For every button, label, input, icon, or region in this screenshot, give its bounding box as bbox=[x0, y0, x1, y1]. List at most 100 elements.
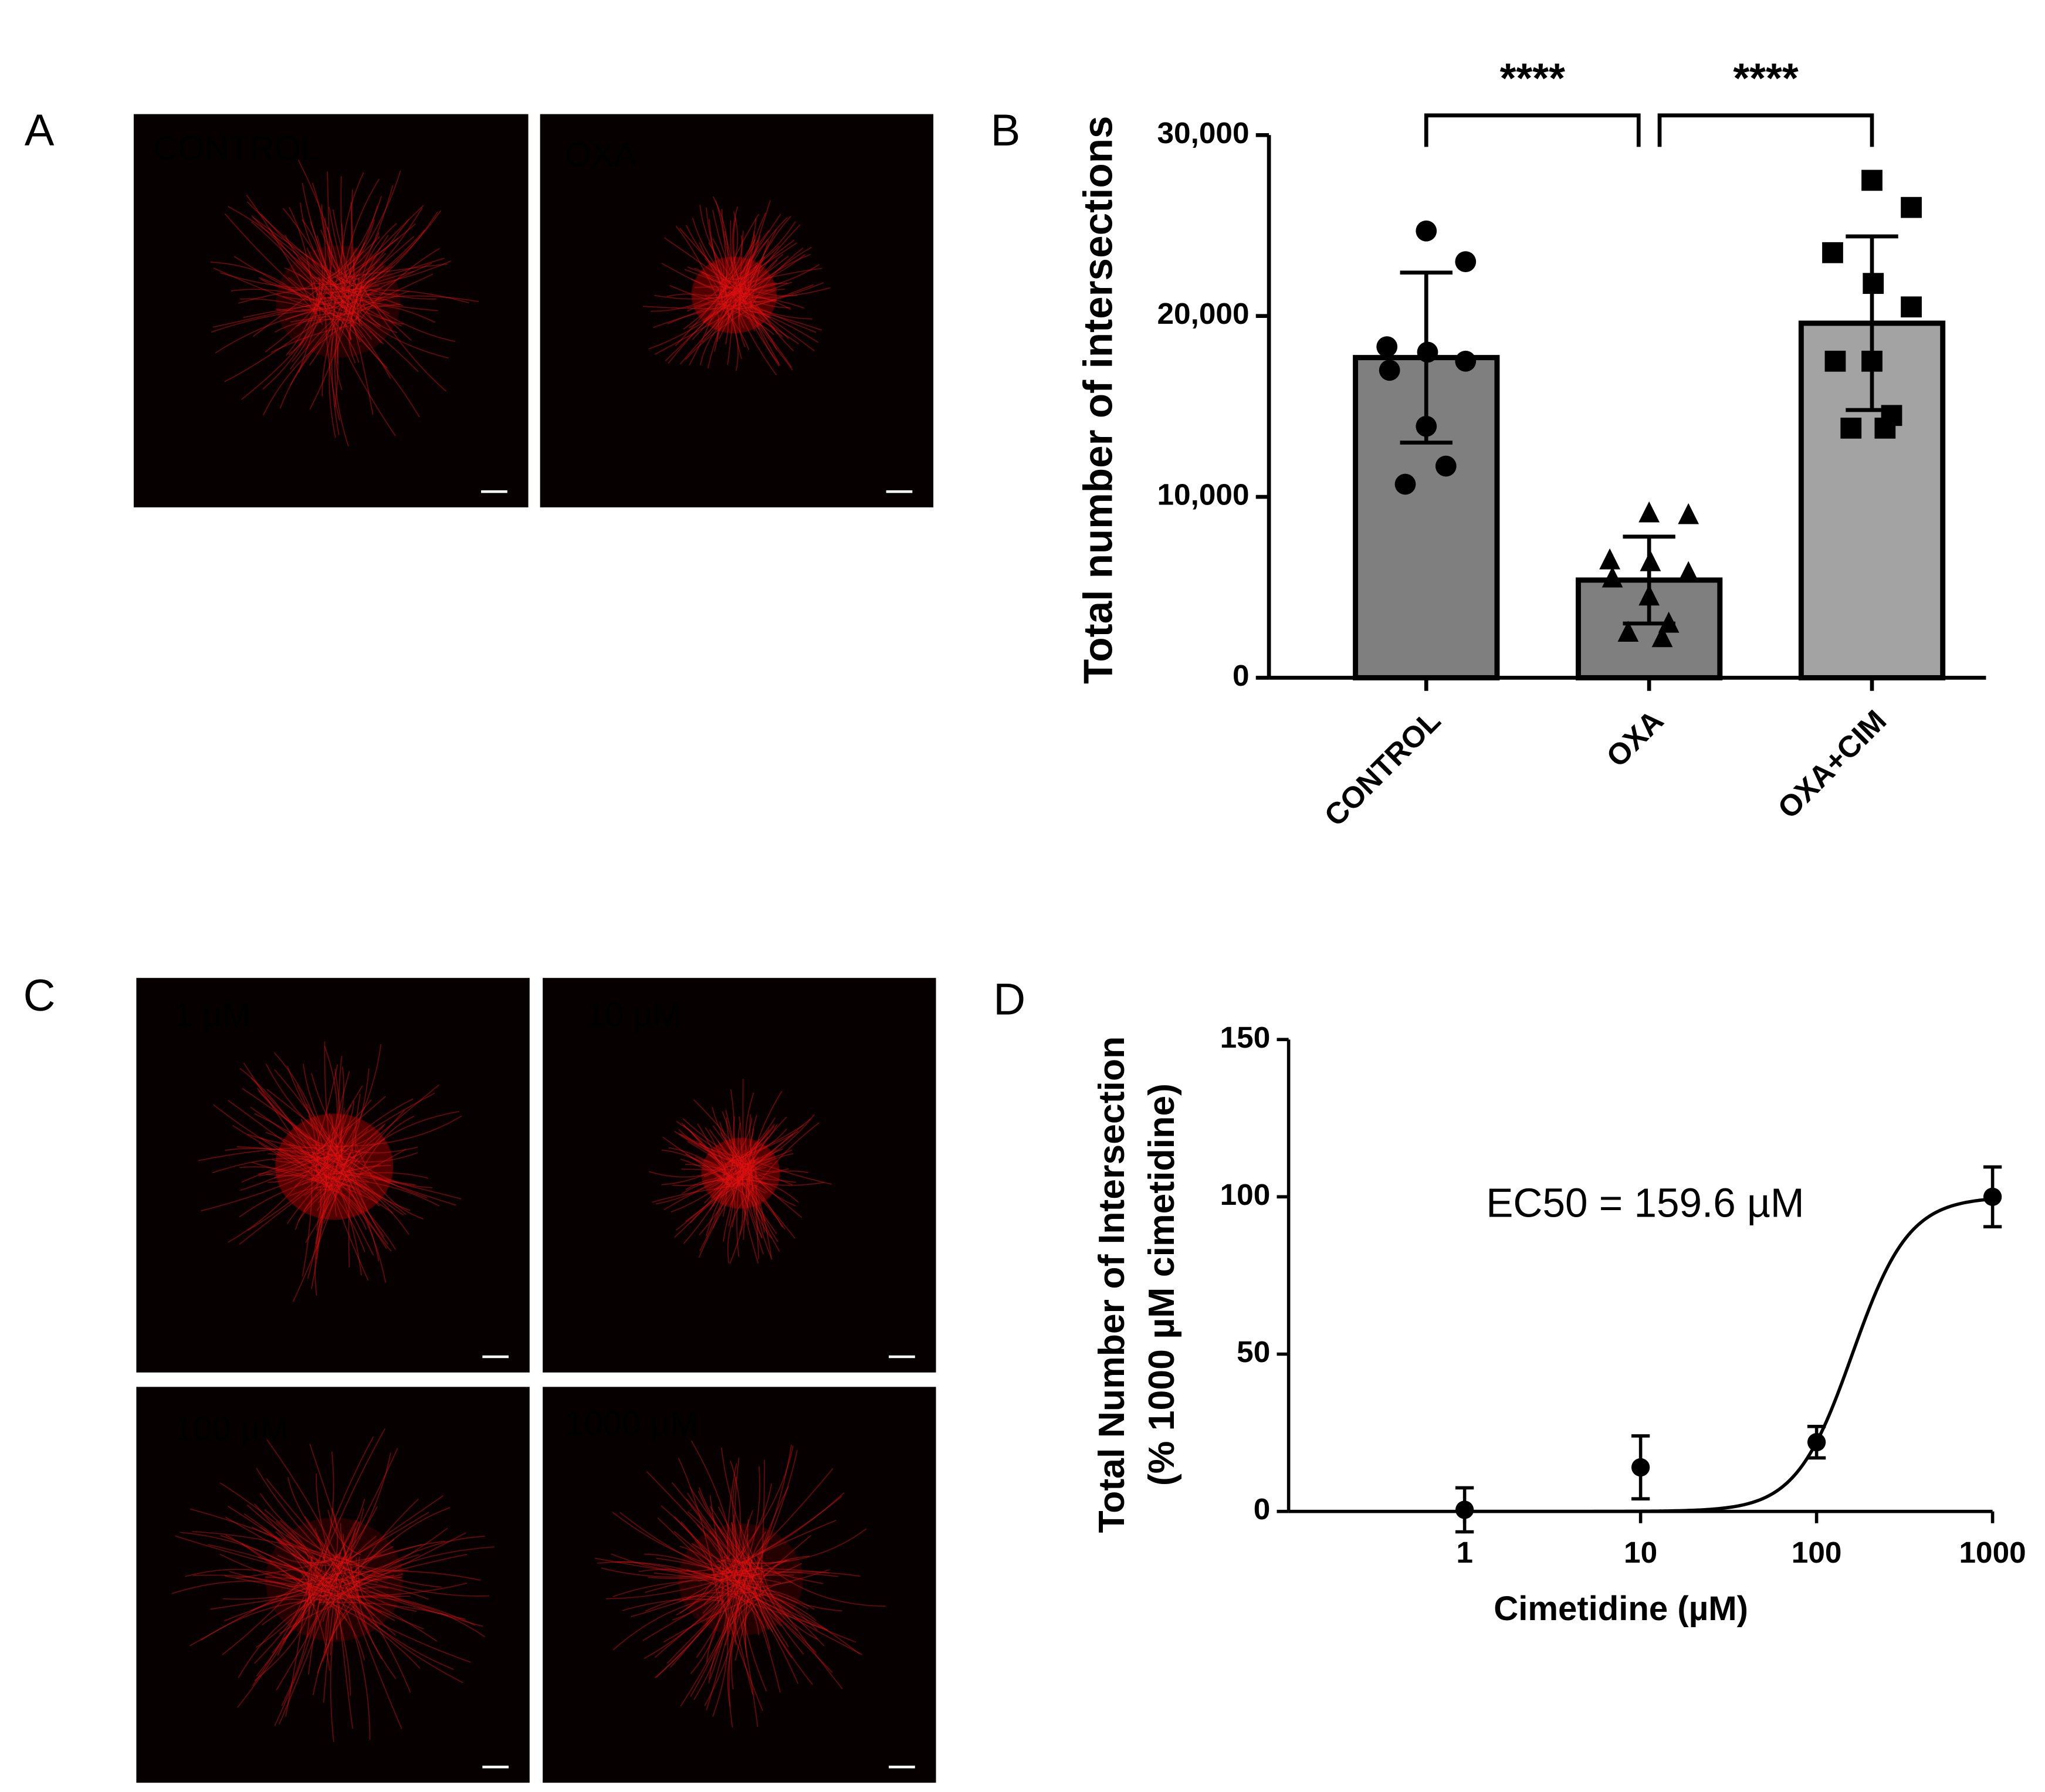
neurite bbox=[317, 1603, 351, 1674]
neurite bbox=[352, 1527, 448, 1584]
neurite bbox=[302, 1143, 355, 1185]
panel-label: D bbox=[993, 975, 1025, 1025]
significance-bracket bbox=[1657, 113, 1874, 147]
neurite bbox=[631, 1571, 766, 1617]
neurite bbox=[671, 1157, 754, 1212]
neurite bbox=[732, 1559, 790, 1564]
neurite bbox=[316, 235, 333, 287]
neurite bbox=[337, 295, 438, 311]
neurite bbox=[350, 1521, 360, 1602]
neurite bbox=[327, 1509, 361, 1556]
neurite bbox=[736, 1176, 759, 1263]
neurite bbox=[742, 280, 794, 351]
neurite bbox=[612, 1579, 764, 1597]
neurite bbox=[333, 1180, 362, 1195]
neurite bbox=[341, 172, 364, 298]
neurite bbox=[346, 1147, 418, 1154]
neurite bbox=[733, 299, 777, 375]
neurite bbox=[717, 1148, 744, 1167]
neurite bbox=[241, 1150, 325, 1183]
neurite bbox=[201, 1171, 313, 1212]
significance-bracket bbox=[1424, 113, 1641, 147]
neurite bbox=[760, 1564, 818, 1640]
data-point bbox=[1455, 1500, 1474, 1519]
neurite bbox=[680, 1158, 727, 1185]
neurite bbox=[749, 1574, 804, 1655]
neurite bbox=[697, 1123, 729, 1184]
neurite bbox=[749, 1594, 856, 1643]
neurite bbox=[254, 1113, 354, 1177]
neurite bbox=[728, 1460, 741, 1603]
neurite bbox=[329, 1178, 440, 1207]
data-point bbox=[1376, 336, 1398, 357]
data-point bbox=[1455, 251, 1477, 273]
y-tick-label: 150 bbox=[1220, 1020, 1271, 1054]
neurite bbox=[307, 1588, 347, 1621]
neurite bbox=[346, 202, 353, 314]
neurite bbox=[266, 1439, 338, 1559]
neurite bbox=[715, 201, 727, 309]
data-point bbox=[1417, 341, 1438, 363]
data-point bbox=[1861, 350, 1883, 372]
neurite bbox=[753, 1165, 789, 1172]
neurite bbox=[358, 310, 449, 359]
neurite bbox=[310, 1552, 409, 1571]
neurite bbox=[213, 267, 317, 309]
neurite bbox=[357, 266, 393, 308]
neurite bbox=[718, 1547, 724, 1589]
neurite bbox=[326, 1585, 351, 1696]
data-point bbox=[1824, 350, 1846, 372]
neurite bbox=[290, 312, 342, 370]
neurite bbox=[347, 1187, 387, 1283]
micrograph bbox=[133, 114, 529, 507]
data-point bbox=[1416, 415, 1437, 437]
neurite bbox=[707, 286, 737, 369]
data-point bbox=[1638, 584, 1660, 606]
neurite bbox=[326, 1602, 365, 1661]
neurite bbox=[224, 213, 324, 311]
neurite bbox=[180, 1532, 317, 1583]
neurite bbox=[727, 1463, 737, 1561]
neurite bbox=[690, 1570, 724, 1674]
neurite bbox=[297, 160, 342, 288]
neurite bbox=[350, 284, 363, 341]
neurite bbox=[228, 1154, 321, 1243]
data-point bbox=[1602, 566, 1623, 588]
neurite bbox=[719, 1157, 755, 1197]
neurite bbox=[236, 1146, 355, 1158]
neurite bbox=[744, 310, 819, 343]
micrograph bbox=[543, 978, 936, 1373]
neurite bbox=[348, 1168, 385, 1237]
neurite bbox=[266, 1089, 357, 1162]
neurite bbox=[309, 1444, 357, 1585]
neurite bbox=[287, 277, 330, 309]
neurite bbox=[319, 1495, 443, 1580]
neurite bbox=[679, 1577, 724, 1614]
neurite bbox=[240, 1145, 338, 1191]
neurite bbox=[355, 1093, 361, 1153]
neurite bbox=[351, 1126, 357, 1159]
neurite bbox=[761, 1582, 798, 1631]
neurite bbox=[743, 1579, 781, 1693]
neurite bbox=[243, 1513, 326, 1588]
data-point bbox=[1678, 561, 1699, 582]
neurite bbox=[210, 261, 317, 315]
neurite bbox=[357, 303, 381, 318]
neurite bbox=[747, 1556, 774, 1632]
neurite bbox=[327, 296, 419, 372]
neurite bbox=[277, 1553, 351, 1656]
neurite bbox=[316, 1098, 414, 1176]
panel-label: A bbox=[25, 106, 55, 155]
neurite bbox=[712, 238, 724, 294]
neurite bbox=[691, 1543, 750, 1573]
neurite bbox=[344, 263, 448, 278]
neurite bbox=[665, 300, 728, 362]
neurite bbox=[310, 1598, 330, 1671]
neurite bbox=[726, 256, 789, 301]
neurite bbox=[680, 1133, 752, 1170]
neurite bbox=[274, 1069, 355, 1178]
neurite bbox=[298, 317, 320, 373]
neurite bbox=[302, 1170, 313, 1276]
neurite bbox=[753, 1160, 832, 1185]
